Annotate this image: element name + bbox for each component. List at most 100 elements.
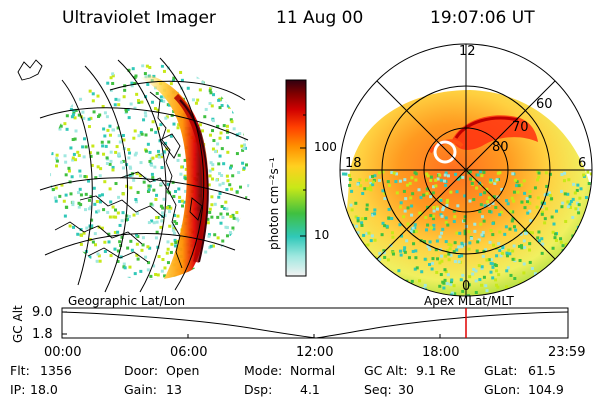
speckle [71, 158, 75, 162]
speckle [426, 223, 430, 227]
speckle [381, 170, 385, 174]
speckle [176, 239, 180, 243]
speckle [141, 243, 145, 247]
speckle [221, 181, 225, 185]
speckle [67, 284, 70, 287]
speckle [70, 115, 74, 119]
speckle [542, 201, 546, 205]
speckle [55, 153, 59, 157]
speckle [386, 287, 390, 291]
speckle [154, 272, 158, 276]
speckle [345, 291, 349, 295]
speckle [119, 255, 123, 259]
speckle [559, 237, 563, 241]
speckle [361, 192, 365, 196]
speckle [476, 240, 480, 244]
speckle [52, 266, 56, 270]
speckle [558, 285, 562, 289]
speckle [554, 232, 558, 236]
speckle [500, 187, 504, 191]
speckle [172, 194, 176, 198]
speckle [455, 231, 459, 235]
speckle [547, 191, 551, 195]
speckle [477, 264, 481, 268]
speckle [219, 251, 223, 255]
speckle [216, 88, 220, 92]
speckle [72, 225, 76, 229]
speckle [472, 198, 476, 202]
speckle [96, 94, 100, 98]
speckle [231, 226, 235, 230]
speckle [475, 186, 479, 190]
speckle [82, 137, 86, 141]
speckle [186, 86, 190, 90]
speckle [166, 129, 170, 133]
speckle [410, 204, 414, 208]
speckle [584, 298, 587, 301]
speckle [560, 189, 564, 193]
mlt-label-18: 18 [345, 156, 362, 171]
speckle [226, 104, 230, 108]
speckle [572, 182, 576, 186]
speckle [440, 254, 444, 258]
speckle [123, 88, 127, 92]
speckle [342, 172, 346, 176]
speckle [420, 270, 424, 274]
speckle [113, 103, 117, 107]
speckle [56, 125, 60, 129]
speckle [160, 153, 164, 157]
speckle [77, 205, 81, 209]
time-tick-1800: 18:00 [422, 345, 460, 360]
speckle [156, 273, 160, 277]
speckle [113, 247, 117, 251]
speckle [212, 276, 216, 280]
footer-seq-label: Seq: [364, 382, 392, 397]
speckle [157, 153, 161, 157]
speckle [69, 104, 73, 108]
speckle [72, 78, 76, 82]
speckle [108, 124, 112, 128]
speckle [447, 242, 451, 246]
speckle [224, 261, 228, 265]
speckle [236, 77, 240, 81]
speckle [50, 268, 52, 272]
speckle [411, 226, 415, 230]
speckle [172, 231, 176, 235]
speckle [390, 171, 394, 175]
speckle [221, 269, 225, 273]
speckle [343, 266, 347, 270]
speckle [457, 255, 461, 259]
speckle [150, 100, 154, 104]
speckle [425, 172, 429, 176]
speckle [413, 226, 417, 230]
speckle [156, 108, 160, 112]
speckle [520, 200, 524, 204]
speckle [170, 278, 174, 280]
speckle [246, 87, 250, 91]
speckle [563, 171, 567, 175]
speckle [146, 189, 150, 193]
speckle [213, 73, 217, 77]
speckle [244, 109, 248, 113]
speckle [158, 139, 162, 143]
speckle [122, 138, 126, 142]
speckle [68, 224, 72, 228]
speckle [424, 216, 428, 220]
speckle [156, 245, 160, 249]
speckle [432, 206, 436, 210]
speckle [78, 68, 82, 72]
speckle [371, 260, 375, 264]
speckle [450, 291, 454, 295]
speckle [210, 75, 214, 79]
speckle [360, 223, 364, 227]
speckle [370, 234, 374, 238]
speckle [436, 257, 440, 261]
speckle [481, 254, 485, 258]
speckle [224, 255, 228, 259]
speckle [208, 260, 212, 264]
speckle [134, 200, 138, 204]
speckle [438, 284, 442, 288]
speckle [116, 153, 120, 157]
speckle [221, 95, 225, 99]
speckle [172, 76, 176, 80]
